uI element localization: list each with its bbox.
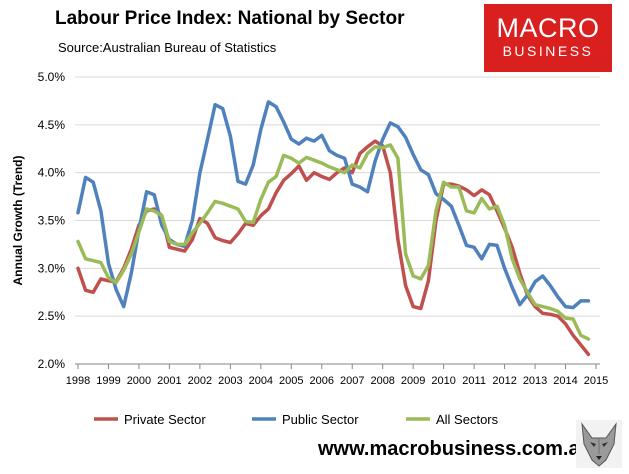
x-tick-label: 2007 — [340, 375, 364, 387]
y-tick-label: 4.0% — [38, 166, 66, 180]
series-line-public-sector — [76, 100, 591, 310]
x-tick-label: 2006 — [310, 375, 334, 387]
x-tick-label: 2009 — [401, 375, 425, 387]
x-tick-label: 1998 — [66, 375, 90, 387]
logo-text-business: BUSINESS — [502, 43, 594, 59]
x-tick-label: 2000 — [127, 375, 151, 387]
x-tick-label: 2013 — [523, 375, 547, 387]
x-tick-label: 2005 — [279, 375, 303, 387]
legend-label: Public Sector — [282, 412, 359, 427]
logo-text-macro: MACRO — [496, 13, 600, 43]
y-tick-label: 5.0% — [38, 70, 66, 84]
macrobusiness-logo: MACRO BUSINESS — [484, 4, 612, 72]
website-url: www.macrobusiness.com.au — [318, 438, 592, 460]
x-tick-label: 2011 — [462, 375, 486, 387]
source-caption: Source:Australian Bureau of Statistics — [58, 40, 277, 55]
x-tick-label: 2003 — [218, 375, 242, 387]
chart-title: Labour Price Index: National by Sector — [55, 8, 405, 29]
y-tick-label: 3.0% — [38, 261, 66, 275]
x-tick-label: 2001 — [157, 375, 181, 387]
x-tick-label: 2014 — [553, 375, 577, 387]
y-tick-label: 3.5% — [38, 214, 66, 228]
legend-label: Private Sector — [124, 412, 206, 427]
x-tick-label: 1999 — [96, 375, 120, 387]
x-tick-label: 2008 — [370, 375, 394, 387]
x-tick-label: 2004 — [249, 375, 273, 387]
x-tick-label: 2002 — [188, 375, 212, 387]
legend-label: All Sectors — [436, 412, 499, 427]
x-tick-label: 2015 — [584, 375, 608, 387]
y-axis-title: Annual Growth (Trend) — [11, 156, 25, 286]
x-tick-label: 2012 — [492, 375, 516, 387]
y-tick-label: 4.5% — [38, 118, 66, 132]
series-line-all-sectors — [76, 143, 591, 341]
y-tick-label: 2.5% — [38, 309, 66, 323]
wolf-mascot-icon — [576, 420, 622, 468]
x-tick-label: 2010 — [431, 375, 455, 387]
y-tick-label: 2.0% — [38, 357, 66, 371]
